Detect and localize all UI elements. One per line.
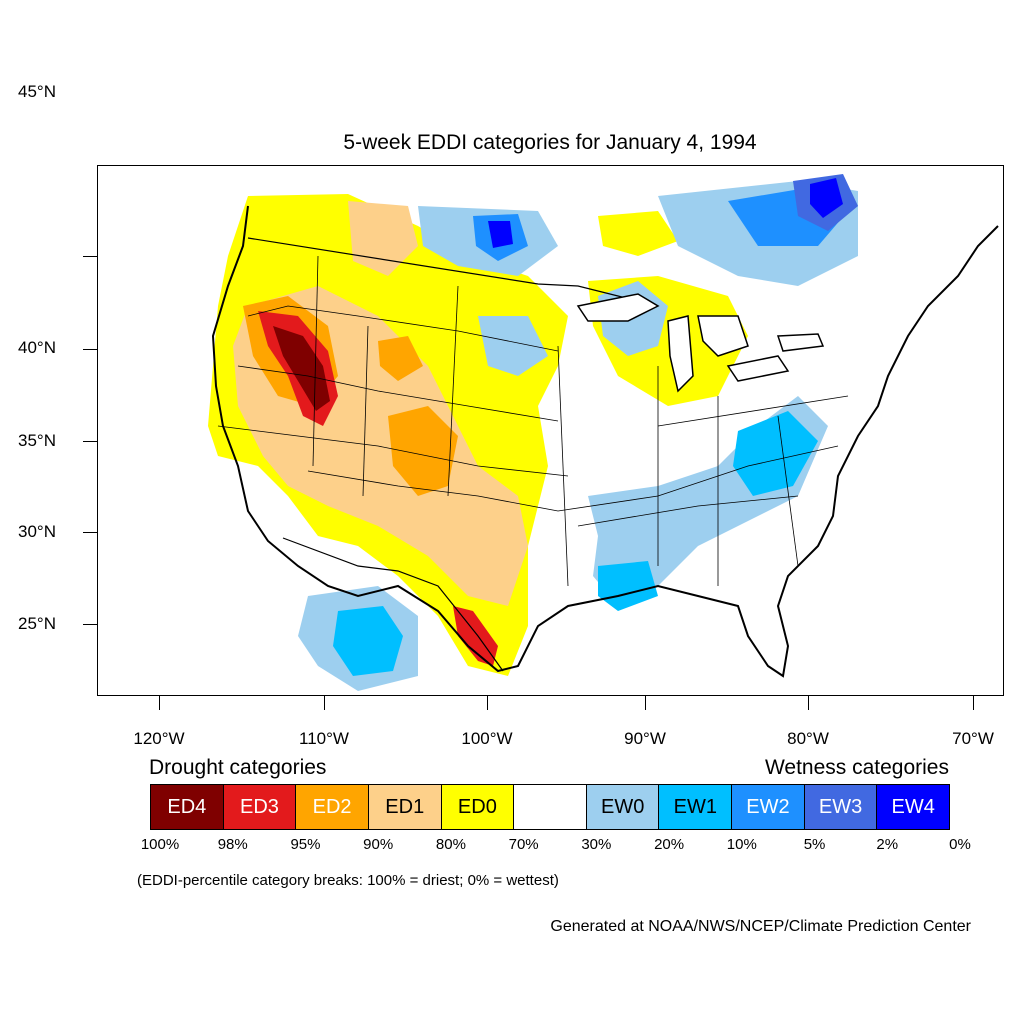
lon-tick-120 (159, 696, 160, 710)
category-legend: ED4 ED3 ED2 ED1 ED0 EW0 EW1 EW2 EW3 EW4 (150, 784, 950, 830)
legend-swatch-ew3: EW3 (804, 785, 878, 829)
ew1-region-gulf (598, 561, 658, 611)
ed3-region-texas (453, 606, 498, 666)
lat-label-40: 40°N (18, 338, 56, 357)
percentile-break: 5% (803, 836, 826, 853)
lat-tick-35 (83, 441, 97, 442)
lat-tick-40 (83, 349, 97, 350)
ed0-region-north (598, 211, 678, 256)
lon-tick-90 (645, 696, 646, 710)
eddi-map (97, 165, 1004, 696)
ew4-region (810, 178, 843, 218)
drought-heading: Drought categories (149, 756, 327, 779)
percentile-break: 80% (435, 836, 466, 853)
category-note: (EDDI-percentile category breaks: 100% =… (137, 872, 559, 889)
credit-line: Generated at NOAA/NWS/NCEP/Climate Predi… (550, 918, 971, 935)
legend-swatch-ew1: EW1 (659, 785, 733, 829)
lon-tick-110 (324, 696, 325, 710)
map-title: 5-week EDDI categories for January 4, 19… (343, 131, 757, 154)
ed2-region-wy (378, 336, 423, 381)
lon-label-90: 90°W (624, 729, 666, 748)
lon-label-110: 110°W (299, 729, 349, 748)
lat-label-35: 35°N (18, 431, 56, 450)
map-canvas (208, 174, 999, 691)
legend-swatch-ew0: EW0 (586, 785, 660, 829)
lon-label-120: 120°W (133, 729, 185, 748)
state-lines (217, 255, 849, 587)
ew1-region-mexico (333, 606, 403, 676)
percentile-break: 0% (949, 836, 971, 853)
percentile-break: 30% (581, 836, 612, 853)
legend-swatch-ed3: ED3 (223, 785, 297, 829)
legend-swatch-ed2: ED2 (296, 785, 369, 829)
percentile-break: 90% (363, 836, 394, 853)
lat-tick-30 (83, 532, 97, 533)
percentile-break: 100% (140, 836, 180, 853)
percentile-break: 70% (508, 836, 539, 853)
great-lakes (576, 293, 825, 393)
coastline-outline (211, 205, 999, 678)
ed1-region-north (348, 201, 418, 276)
lon-tick-70 (973, 696, 974, 710)
percentile-break: 10% (726, 836, 757, 853)
wetness-heading: Wetness categories (764, 756, 949, 779)
ed4-region (273, 326, 330, 411)
lat-label-25: 25°N (18, 614, 56, 633)
lon-label-70: 70°W (952, 729, 994, 748)
ew1-region-east (733, 411, 818, 496)
legend-swatch-ed1: ED1 (368, 785, 442, 829)
lat-label-30: 30°N (18, 522, 56, 541)
lon-tick-100 (487, 696, 488, 710)
lon-label-100: 100°W (461, 729, 513, 748)
lon-label-80: 80°W (787, 729, 829, 748)
lon-tick-80 (808, 696, 809, 710)
lat-tick-25 (83, 624, 97, 625)
percentile-break: 95% (290, 836, 321, 853)
legend-swatch-ew2: EW2 (732, 785, 805, 829)
lat-label-45: 45°N (18, 82, 56, 101)
percentile-break: 2% (876, 836, 899, 853)
lat-tick-45 (83, 256, 97, 257)
legend-swatch-neutral (514, 785, 587, 829)
legend-swatch-ed4: ED4 (151, 785, 224, 829)
ew0-region-plains (478, 316, 548, 376)
percentile-break: 98% (217, 836, 248, 853)
legend-swatch-ew4: EW4 (877, 785, 950, 829)
border-south (282, 537, 504, 672)
ew4-region-mn (488, 221, 513, 248)
percentile-break: 20% (654, 836, 685, 853)
legend-swatch-ed0: ED0 (441, 785, 515, 829)
ed2-region (388, 406, 458, 496)
